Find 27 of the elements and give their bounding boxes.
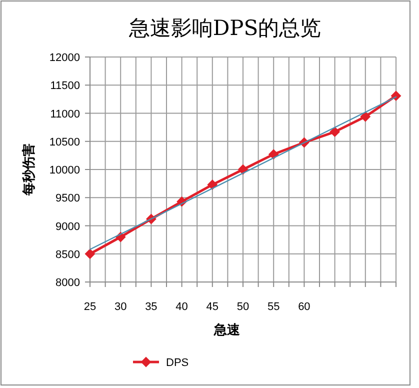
point <box>238 164 248 174</box>
x-tick-label: 40 <box>176 301 188 313</box>
x-tick-label: 50 <box>236 301 250 313</box>
y-tick-label: 11500 <box>50 80 80 92</box>
x-tick-label: 35 <box>145 301 158 313</box>
x-tick-label: 25 <box>84 301 96 313</box>
x-tick-label: 45 <box>206 301 219 313</box>
point <box>360 112 370 122</box>
y-tick-label: 8500 <box>56 248 80 261</box>
y-tick-label: 8000 <box>56 277 80 289</box>
x-tick-label: 60 <box>298 301 310 313</box>
point <box>207 180 218 190</box>
y-tick-label: 12000 <box>49 52 80 64</box>
x-axis-title: 急速 <box>213 323 241 338</box>
chart-title: 急速影响DPS的总览 <box>128 16 322 40</box>
x-tick-label: 30 <box>114 301 127 313</box>
y-tick-label: 10000 <box>49 164 80 176</box>
y-tick-label: 9500 <box>56 192 80 205</box>
y-tick-label: 10500 <box>49 136 80 148</box>
point <box>85 248 95 259</box>
point <box>391 90 401 101</box>
point <box>330 126 340 137</box>
y-tick-label: 9000 <box>56 220 80 233</box>
y-tick-label: 11000 <box>50 108 80 120</box>
y-axis-title: 每秒伤害 <box>21 144 37 196</box>
legend-label: DPS <box>166 357 189 369</box>
x-tick-label: 55 <box>267 301 280 313</box>
